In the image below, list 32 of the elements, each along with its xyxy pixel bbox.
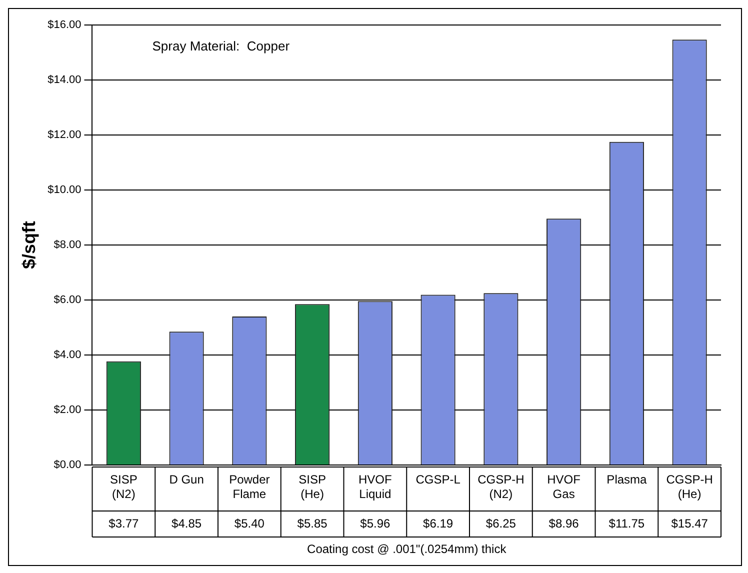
x-tick-label: CGSP-L — [416, 472, 461, 487]
x-tick-label: CGSP-H (N2) — [478, 472, 524, 501]
y-tick-label: $6.00 — [54, 294, 82, 306]
data-label: $15.47 — [671, 516, 708, 530]
y-tick-label: $14.00 — [48, 74, 82, 86]
x-tick-label: HVOF Gas — [547, 472, 580, 501]
y-tick-label: $2.00 — [54, 404, 82, 416]
x-tick-label: Plasma — [606, 472, 648, 487]
annotation: Spray Material: Copper — [152, 38, 290, 54]
data-label: $5.96 — [360, 516, 391, 530]
data-label: $5.85 — [297, 516, 328, 530]
x-axis-title: Coating cost @ .001"(.0254mm) thick — [307, 542, 508, 556]
x-tick-label: HVOF Liquid — [358, 472, 392, 501]
y-tick-label: $8.00 — [54, 239, 82, 252]
data-label: $6.19 — [423, 516, 454, 530]
data-label: $11.75 — [608, 516, 645, 530]
data-label: $5.40 — [234, 516, 265, 530]
y-axis-title: $/sqft — [18, 220, 39, 270]
data-label: $3.77 — [108, 516, 140, 530]
data-label: $8.96 — [548, 516, 580, 530]
x-tick-label: SISP (N2) — [110, 472, 138, 501]
y-tick-label: $12.00 — [48, 129, 82, 142]
data-label: $6.25 — [486, 516, 516, 530]
x-tick-label: CGSP-H (He) — [666, 472, 713, 501]
x-tick-label: Powder Flame — [229, 472, 270, 501]
y-tick-label: $4.00 — [54, 349, 82, 362]
y-tick-label: $0.00 — [54, 459, 82, 472]
y-tick-label: $10.00 — [48, 184, 82, 196]
data-label: $4.85 — [172, 516, 202, 530]
x-tick-label: D Gun — [169, 472, 204, 487]
y-tick-label: $16.00 — [48, 19, 82, 32]
x-tick-label: SISP (He) — [298, 472, 326, 501]
